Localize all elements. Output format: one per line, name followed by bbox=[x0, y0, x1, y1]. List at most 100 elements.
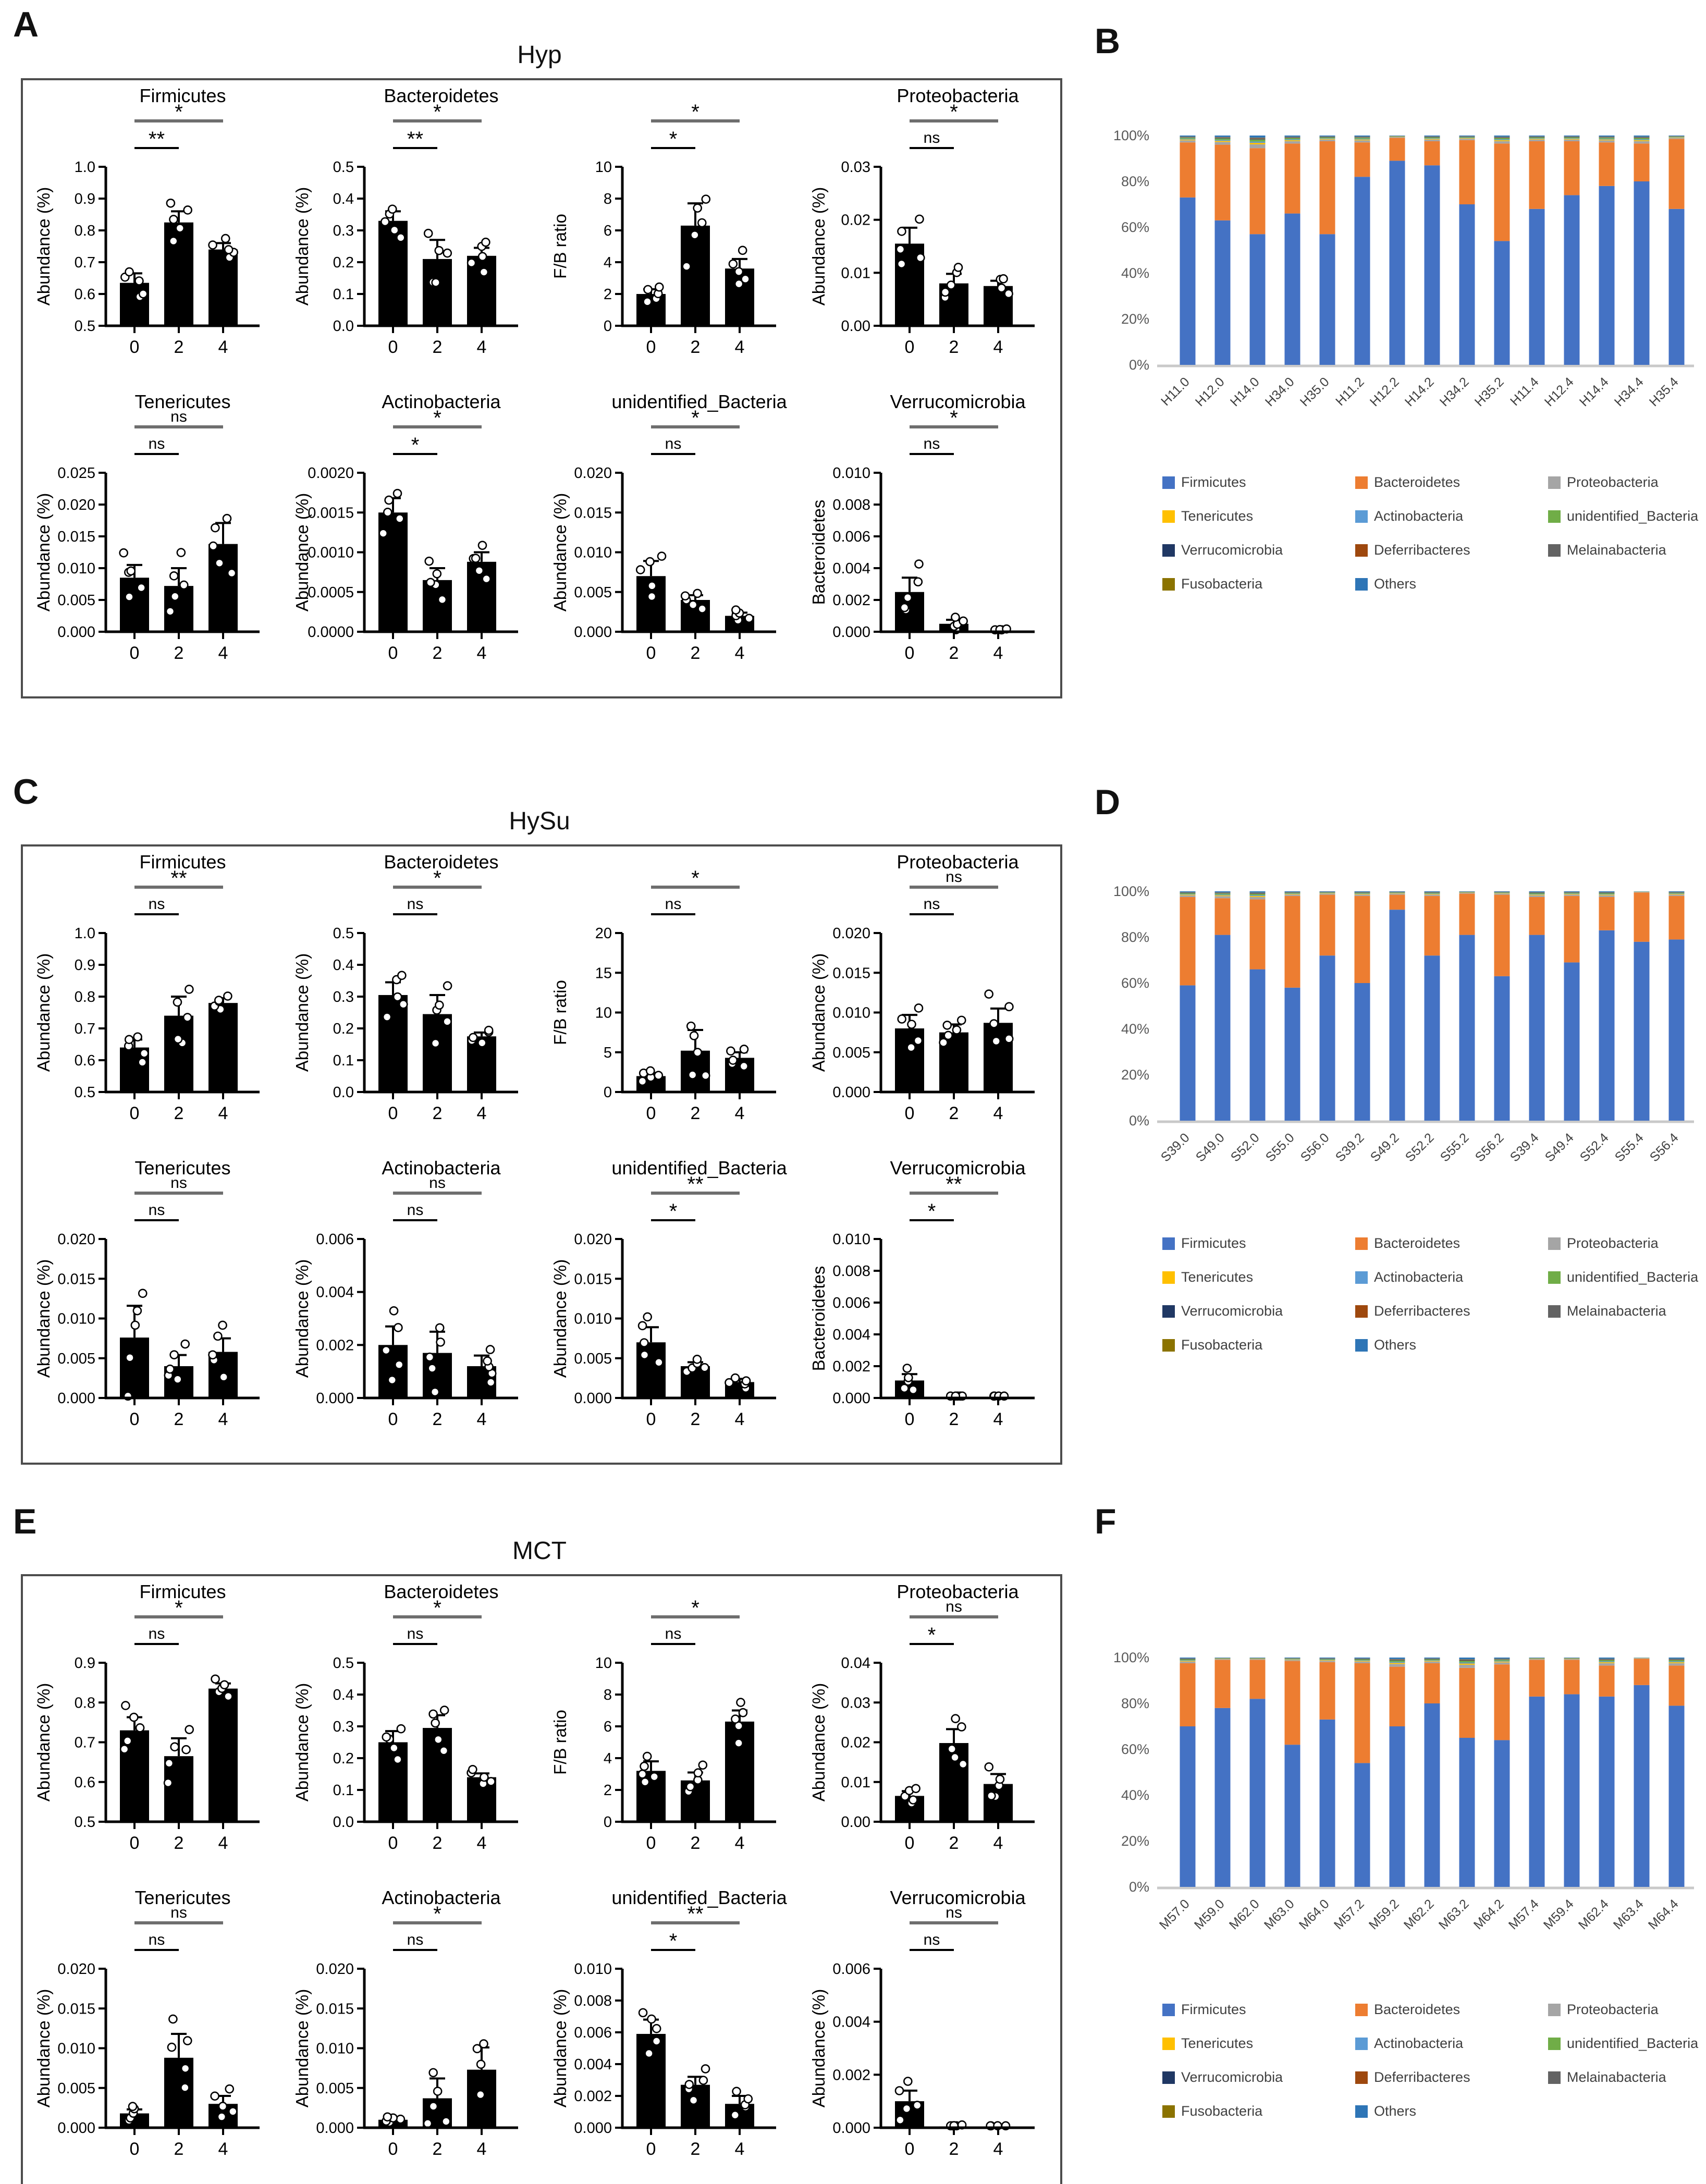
stack-x-label: S56.0 bbox=[1298, 1130, 1332, 1164]
stack-segment-firmicutes bbox=[1249, 969, 1266, 1121]
stack-segment-tenericutes bbox=[1459, 1663, 1475, 1665]
stack-segment-firmicutes bbox=[1634, 1685, 1650, 1887]
stack-x-label: M57.0 bbox=[1157, 1896, 1193, 1932]
stack-segment-others bbox=[1459, 891, 1475, 892]
scatter-dot bbox=[424, 556, 434, 566]
x-tick-label: 4 bbox=[476, 1103, 486, 1123]
scatter-dot bbox=[911, 1784, 920, 1794]
stack-segment-firmicutes bbox=[1668, 939, 1685, 1121]
y-tick-label: 0.0 bbox=[333, 1084, 353, 1101]
panel-label-f: F bbox=[1095, 1502, 1116, 1541]
legend-swatch-icon bbox=[1548, 510, 1561, 523]
mini-bar-chart-firmicutes: Firmicutes Abundance (%) 0.5 0.6 0.7 0.8 0.9 1.… bbox=[34, 851, 260, 1123]
stack-x-label: M62.0 bbox=[1226, 1896, 1262, 1932]
stack-segment-proteobacteria bbox=[1284, 1660, 1300, 1661]
stack-segment-firmicutes bbox=[1529, 208, 1545, 365]
stack-segment-firmicutes bbox=[1564, 962, 1580, 1121]
bar bbox=[164, 1015, 194, 1092]
sig-label: ns bbox=[923, 1931, 940, 1948]
y-tick-label: 0.015 bbox=[58, 1271, 96, 1287]
scatter-dot bbox=[730, 2110, 740, 2120]
y-tick-label: 0.7 bbox=[75, 254, 95, 271]
legend-item: Others bbox=[1355, 1337, 1543, 1353]
scatter-dot bbox=[125, 1035, 134, 1045]
legend-label: Actinobacteria bbox=[1374, 2035, 1464, 2051]
sig-label: ns bbox=[407, 895, 423, 913]
stack-y-tick-label: 60% bbox=[1121, 975, 1149, 991]
y-tick-label: 0.3 bbox=[333, 223, 353, 239]
stack-segment-firmicutes bbox=[1389, 1726, 1405, 1887]
x-tick-label: 2 bbox=[949, 1833, 959, 1853]
stack-segment-firmicutes bbox=[1634, 941, 1650, 1121]
y-axis-label: Abundance (%) bbox=[292, 493, 312, 611]
scatter-dot bbox=[136, 1723, 145, 1733]
x-tick-label: 2 bbox=[949, 643, 959, 663]
stack-segment-unidentified_bacteria bbox=[1564, 137, 1580, 139]
stack-y-tick-label: 40% bbox=[1121, 1021, 1149, 1037]
scatter-dot bbox=[433, 1735, 443, 1745]
stack-x-label: H12.4 bbox=[1542, 374, 1577, 409]
scatter-dot bbox=[640, 1350, 649, 1360]
y-tick-label: 0.02 bbox=[841, 212, 870, 229]
stack-x-label: S39.4 bbox=[1507, 1130, 1542, 1164]
scatter-dot bbox=[169, 1350, 179, 1359]
scatter-dot bbox=[738, 1708, 748, 1717]
scatter-dot bbox=[383, 508, 392, 517]
y-tick-label: 0.004 bbox=[832, 2014, 870, 2031]
stack-x-label: S52.4 bbox=[1577, 1130, 1612, 1164]
stack-segment-unidentified_bacteria bbox=[1180, 138, 1196, 139]
stack-segment-melainabacteria bbox=[1599, 1659, 1615, 1660]
scatter-dot bbox=[170, 1742, 180, 1752]
mini-bar-chart-actinobacteria: Actinobacteria Abundance (%)0.000 0.002 0.0… bbox=[292, 1157, 518, 1429]
stack-segment-others bbox=[1249, 136, 1266, 138]
y-tick-label: 0.004 bbox=[832, 560, 870, 577]
scatter-dot bbox=[398, 999, 408, 1009]
chart-title: Verrucomicrobia bbox=[890, 1157, 1026, 1179]
stacked-bar-chart: 0%20%40%60%80%100%M57.0M59.0M62.0M63.0M6… bbox=[1113, 1650, 1694, 1932]
stack-x-label: S55.4 bbox=[1612, 1130, 1647, 1164]
stack-x-label: S52.0 bbox=[1228, 1130, 1262, 1164]
scatter-dot bbox=[164, 1758, 174, 1768]
panel-b-chart: 0% 20% 40% 60% 80% 100% H11.0 H12.0 H14.0 H34.0 H3… bbox=[1100, 104, 1704, 472]
sig-label: * bbox=[669, 1930, 678, 1953]
y-tick-label: 8 bbox=[604, 191, 612, 207]
x-tick-label: 0 bbox=[904, 643, 914, 663]
x-tick-label: 2 bbox=[691, 2139, 701, 2159]
scatter-dot bbox=[224, 1691, 234, 1701]
scatter-dot bbox=[185, 985, 194, 994]
legend-label: Firmicutes bbox=[1181, 474, 1246, 490]
stack-segment-bacteroidetes bbox=[1459, 1667, 1475, 1738]
stack-segment-firmicutes bbox=[1354, 983, 1370, 1121]
scatter-dot bbox=[425, 578, 435, 587]
scatter-dot bbox=[125, 267, 134, 277]
bar bbox=[725, 268, 755, 326]
stack-segment-unidentified_bacteria bbox=[1180, 893, 1196, 894]
stack-segment-others bbox=[1284, 136, 1300, 137]
stack-segment-firmicutes bbox=[1214, 935, 1231, 1121]
scatter-dot bbox=[383, 2112, 392, 2122]
scatter-dot bbox=[652, 2024, 661, 2033]
scatter-dot bbox=[435, 1323, 445, 1333]
stack-segment-firmicutes bbox=[1249, 1699, 1266, 1887]
y-tick-label: 0.0 bbox=[333, 1814, 353, 1831]
legend-item: Firmicutes bbox=[1162, 2002, 1350, 2018]
y-tick-label: 0.4 bbox=[333, 1687, 353, 1703]
scatter-dot bbox=[180, 2083, 190, 2092]
stacked-bar-chart: 0%20%40%60%80%100%S39.0 S49.0 S52.0 S55.0 S5… bbox=[1113, 884, 1694, 1164]
legend-swatch-icon bbox=[1355, 510, 1368, 523]
y-tick-label: 0.000 bbox=[574, 1390, 612, 1407]
x-tick-label: 0 bbox=[904, 1409, 914, 1429]
stack-y-tick-label: 80% bbox=[1121, 174, 1149, 189]
y-tick-label: 0.006 bbox=[316, 1231, 354, 1248]
stack-segment-verrucomicrobia bbox=[1214, 893, 1231, 894]
stack-segment-bacteroidetes bbox=[1668, 1665, 1685, 1706]
scatter-dot bbox=[468, 1033, 478, 1042]
stack-x-label: M57.2 bbox=[1331, 1896, 1367, 1932]
stack-segment-others bbox=[1389, 1658, 1405, 1659]
scatter-dot bbox=[950, 612, 960, 622]
y-tick-label: 0.0010 bbox=[308, 545, 354, 561]
stack-segment-firmicutes bbox=[1389, 910, 1405, 1121]
y-tick-label: 0.4 bbox=[333, 191, 353, 207]
stack-segment-verrucomicrobia bbox=[1389, 1660, 1405, 1661]
bar bbox=[983, 1784, 1013, 1822]
